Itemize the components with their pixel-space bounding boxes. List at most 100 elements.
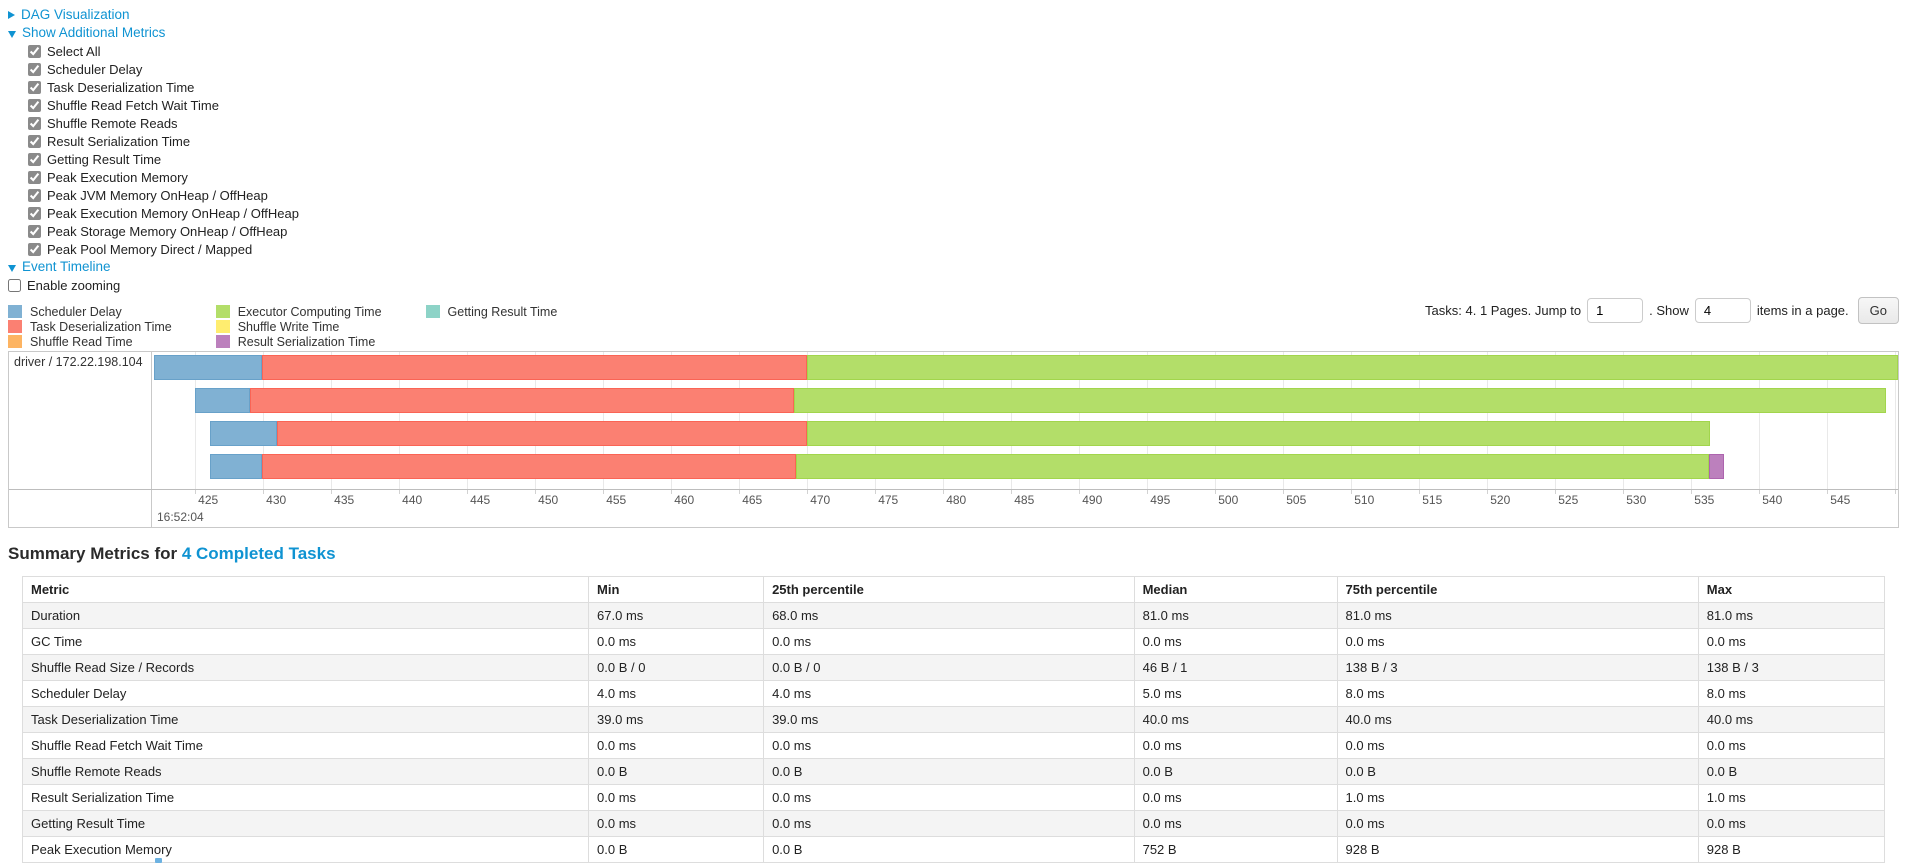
metric-checkbox-item[interactable]: Peak Pool Memory Direct / Mapped: [28, 240, 1899, 258]
summary-metrics-table: Metric Min 25th percentile Median 75th perce…: [21, 576, 1886, 863]
task-bar-segment-task-deserialization[interactable]: [261, 355, 808, 380]
task-bar-segment-scheduler-delay[interactable]: [195, 388, 250, 413]
metric-checkbox[interactable]: [28, 80, 41, 94]
metric-checkbox[interactable]: [28, 62, 41, 76]
go-button[interactable]: Go: [1857, 297, 1899, 324]
metric-value-cell: 40.0 ms: [1133, 706, 1338, 733]
metric-checkbox-item[interactable]: Getting Result Time: [28, 150, 1899, 168]
metric-checkbox-item[interactable]: Task Deserialization Time: [28, 78, 1899, 96]
timeline-legend: Scheduler Delay Task Deserialization Time…: [8, 304, 557, 349]
metric-checkbox-item[interactable]: Peak Execution Memory: [28, 168, 1899, 186]
task-bar-segment-executor-computing[interactable]: [793, 388, 1886, 413]
legend-item: Result Serialization Time: [215, 334, 382, 349]
metric-name-cell: Duration: [21, 602, 590, 629]
metric-checkbox-item[interactable]: Select All: [28, 42, 1899, 60]
metric-name-cell: Shuffle Remote Reads: [21, 758, 590, 785]
metric-checkbox[interactable]: [28, 224, 41, 238]
metric-checkbox[interactable]: [28, 98, 41, 112]
metric-checkbox[interactable]: [28, 152, 41, 166]
metric-checkbox[interactable]: [28, 206, 41, 220]
task-bar-segment-executor-computing[interactable]: [807, 421, 1711, 446]
metric-value-cell: 67.0 ms: [588, 602, 765, 629]
metric-value-cell: 5.0 ms: [1133, 680, 1338, 707]
task-bar-segment-task-deserialization[interactable]: [249, 388, 794, 413]
timeline-axis: 16:52:04 425 430 435 440 445 450 455 460 465 470 4…: [153, 490, 1898, 528]
axis-tick-mark: [943, 490, 945, 494]
metric-name-cell: GC Time: [21, 628, 590, 655]
section-event-timeline[interactable]: Event Timeline: [8, 258, 1899, 276]
metric-value-cell: 0.0 ms: [763, 810, 1135, 837]
metric-value-cell: 1.0 ms: [1336, 784, 1699, 811]
metric-checkbox-label: Task Deserialization Time: [47, 79, 195, 95]
section-dag-visualization[interactable]: DAG Visualization: [8, 6, 1899, 24]
pagination-mid: . Show: [1649, 303, 1689, 318]
metric-value-cell: 0.0 B / 0: [588, 654, 765, 681]
metric-value-cell: 4.0 ms: [588, 680, 765, 707]
completed-tasks-link[interactable]: 4 Completed Tasks: [181, 544, 336, 563]
metric-value-cell: 39.0 ms: [763, 706, 1135, 733]
metric-checkbox[interactable]: [28, 170, 41, 184]
metric-checkbox[interactable]: [28, 44, 41, 58]
executor-group-label: driver / 172.22.198.104: [14, 355, 143, 369]
metric-value-cell: 0.0 ms: [1133, 732, 1338, 759]
axis-gridline: [195, 352, 197, 489]
task-bar-segment-executor-computing[interactable]: [796, 454, 1709, 479]
shuffle_read-swatch-icon: [8, 335, 22, 348]
enable-zooming-checkbox[interactable]: [8, 278, 21, 292]
jump-to-page-input[interactable]: [1587, 298, 1644, 323]
metric-checkbox-item[interactable]: Peak Execution Memory OnHeap / OffHeap: [28, 204, 1899, 222]
task-bar-segment-scheduler-delay[interactable]: [210, 421, 277, 446]
metric-value-cell: 0.0 ms: [763, 732, 1135, 759]
metric-checkbox-item[interactable]: Peak JVM Memory OnHeap / OffHeap: [28, 186, 1899, 204]
axis-gridline: [875, 352, 877, 489]
metric-value-cell: 0.0 ms: [1697, 628, 1886, 655]
task-bar-segment-scheduler-delay[interactable]: [210, 454, 262, 479]
metric-checkbox-label: Shuffle Remote Reads: [47, 115, 178, 131]
axis-tick-label: 495: [1150, 493, 1171, 507]
metric-checkbox-item[interactable]: Shuffle Read Fetch Wait Time: [28, 96, 1899, 114]
task-bar-segment-executor-computing[interactable]: [807, 355, 1898, 380]
event-timeline-chart: driver / 172.22.198.104 16:52:04 425 430 4…: [8, 351, 1899, 528]
axis-tick-label: 510: [1354, 493, 1375, 507]
table-header-cell: 25th percentile: [763, 576, 1135, 603]
metric-value-cell: 0.0 ms: [588, 810, 765, 837]
metric-checkbox-item[interactable]: Peak Storage Memory OnHeap / OffHeap: [28, 222, 1899, 240]
metric-value-cell: 81.0 ms: [1133, 602, 1338, 629]
table-row: Task Deserialization Time 39.0 ms 39.0 ms 4…: [21, 706, 1886, 733]
axis-gridline: [1555, 352, 1557, 489]
task-bar-segment-task-deserialization[interactable]: [261, 454, 797, 479]
axis-tick-mark: [1759, 490, 1761, 494]
axis-gridline: [739, 352, 741, 489]
metric-value-cell: 39.0 ms: [588, 706, 765, 733]
axis-tick-label: 490: [1082, 493, 1103, 507]
metric-checkbox[interactable]: [28, 116, 41, 130]
axis-gridline: [331, 352, 333, 489]
section-metrics-label: Show Additional Metrics: [22, 25, 166, 40]
items-per-page-input[interactable]: [1694, 298, 1751, 323]
axis-tick-label: 475: [878, 493, 899, 507]
metric-checkbox[interactable]: [28, 134, 41, 148]
axis-tick-mark: [1419, 490, 1421, 494]
metric-checkbox[interactable]: [28, 242, 41, 256]
metric-checkbox[interactable]: [28, 188, 41, 202]
metric-checkbox-label: Peak JVM Memory OnHeap / OffHeap: [47, 187, 268, 203]
axis-tick-label: 485: [1014, 493, 1035, 507]
timeline-header: Scheduler Delay Task Deserialization Time…: [8, 297, 1899, 350]
axis-tick-label: 455: [606, 493, 627, 507]
metric-checkbox-label: Select All: [47, 43, 101, 59]
section-show-additional-metrics[interactable]: Show Additional Metrics: [8, 24, 1899, 42]
metric-checkbox-item[interactable]: Result Serialization Time: [28, 132, 1899, 150]
task-bar-segment-scheduler-delay[interactable]: [154, 355, 262, 380]
table-header-cell: Median: [1133, 576, 1338, 603]
axis-tick-label: 425: [198, 493, 219, 507]
axis-major-time-label: 16:52:04: [157, 510, 204, 524]
metric-name-cell: Peak Execution Memory: [21, 836, 590, 863]
metric-name-cell: Scheduler Delay: [21, 680, 590, 707]
task-bar-segment-task-deserialization[interactable]: [276, 421, 808, 446]
metric-checkbox-item[interactable]: Scheduler Delay: [28, 60, 1899, 78]
chevron-right-icon: [8, 11, 15, 19]
axis-tick-label: 440: [402, 493, 423, 507]
task-bar-segment-result-serialization[interactable]: [1708, 454, 1724, 479]
table-row: Scheduler Delay 4.0 ms 4.0 ms 5.0 ms 8.0 ms 8…: [21, 680, 1886, 707]
metric-checkbox-item[interactable]: Shuffle Remote Reads: [28, 114, 1899, 132]
